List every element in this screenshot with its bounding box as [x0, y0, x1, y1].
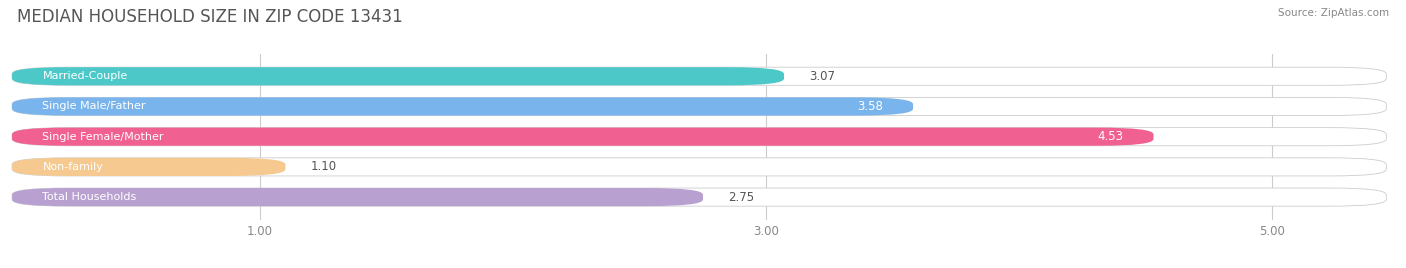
Text: 1.10: 1.10 [311, 160, 337, 173]
Text: 3.07: 3.07 [810, 70, 835, 83]
FancyBboxPatch shape [13, 128, 1153, 146]
FancyBboxPatch shape [13, 67, 785, 85]
FancyBboxPatch shape [13, 128, 1386, 146]
FancyBboxPatch shape [13, 158, 1386, 176]
FancyBboxPatch shape [13, 67, 1386, 85]
Text: Source: ZipAtlas.com: Source: ZipAtlas.com [1278, 8, 1389, 18]
Text: 2.75: 2.75 [728, 191, 755, 204]
FancyBboxPatch shape [13, 97, 1386, 116]
Text: Married-Couple: Married-Couple [42, 71, 128, 81]
Text: 4.53: 4.53 [1097, 130, 1123, 143]
FancyBboxPatch shape [13, 188, 703, 206]
Text: Non-family: Non-family [42, 162, 103, 172]
Text: 3.58: 3.58 [856, 100, 883, 113]
FancyBboxPatch shape [13, 97, 912, 116]
FancyBboxPatch shape [13, 158, 285, 176]
FancyBboxPatch shape [13, 188, 1386, 206]
Text: Single Male/Father: Single Male/Father [42, 102, 146, 111]
Text: Total Households: Total Households [42, 192, 136, 202]
Text: Single Female/Mother: Single Female/Mother [42, 132, 165, 142]
Text: MEDIAN HOUSEHOLD SIZE IN ZIP CODE 13431: MEDIAN HOUSEHOLD SIZE IN ZIP CODE 13431 [17, 8, 402, 26]
